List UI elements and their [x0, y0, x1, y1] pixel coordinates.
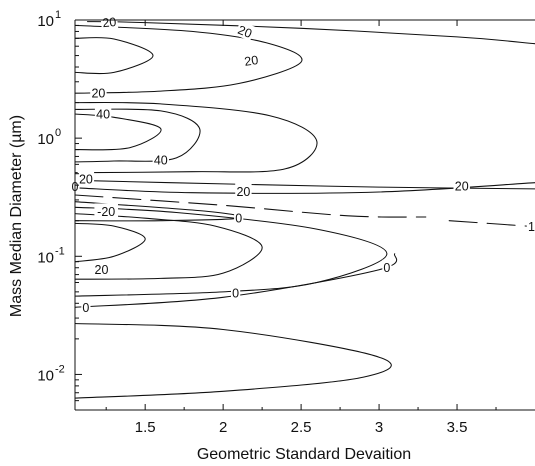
svg-text:0: 0 [232, 286, 239, 300]
contour-label-14: 20 [93, 261, 110, 277]
svg-text:20: 20 [79, 173, 93, 187]
contour-line-6 [75, 101, 318, 174]
contour-line-15 [75, 253, 398, 308]
contour-label-17: 0 [81, 299, 91, 315]
y-tick-label: 10 [37, 367, 54, 384]
contour-label-11: -20 [94, 203, 118, 219]
x-axis-ticks: 1.5 2 2.5 3 3.5 [105, 20, 497, 436]
contour-label-12: 0 [234, 210, 244, 226]
svg-text:20: 20 [243, 53, 259, 69]
y-axis-label: Mass Median Diameter (µm) [8, 115, 25, 317]
contour-line-9 [75, 194, 427, 218]
contour-line-14 [75, 206, 388, 297]
contour-label-6: 40 [152, 152, 169, 168]
contour-line-4 [75, 113, 162, 151]
svg-text:20: 20 [102, 15, 117, 30]
contour-label-4: 20 [90, 85, 107, 101]
svg-text:20: 20 [95, 263, 109, 277]
contour-label-7: 20 [77, 171, 95, 187]
contour-lines [75, 21, 535, 399]
contour-line-13 [75, 213, 263, 280]
contour-label-15: 0 [382, 259, 392, 275]
contour-label-2: 20 [234, 20, 256, 41]
contour-label-5: 40 [94, 106, 112, 122]
contour-line-5 [75, 108, 201, 163]
svg-text:0: 0 [383, 261, 390, 275]
x-tick-label: 3 [375, 419, 383, 436]
contour-line-10 [448, 220, 528, 227]
svg-text:20: 20 [91, 87, 105, 101]
contour-label-1: 20 [100, 13, 119, 30]
contour-line-2 [75, 37, 154, 75]
x-tick-label: 1.5 [135, 419, 156, 436]
plot-frame [74, 19, 535, 411]
x-axis-label: Geometric Standard Devaition [197, 446, 411, 463]
contour-line-1 [86, 21, 535, 45]
contour-label-9: 20 [235, 183, 252, 199]
svg-text:40: 40 [96, 108, 110, 122]
svg-text:40: 40 [154, 154, 168, 168]
svg-text:20: 20 [236, 185, 250, 199]
contour-labels: 2020202040402002020-2001020000 [70, 13, 535, 315]
svg-text:10: 10 [528, 220, 535, 234]
contour-label-16: 0 [231, 284, 241, 300]
y-tick-label: 10 [37, 13, 54, 30]
svg-text:-20: -20 [97, 205, 115, 219]
contour-line-16 [75, 322, 392, 399]
y-tick-exponent: -2 [55, 363, 65, 375]
svg-text:20: 20 [455, 179, 469, 193]
y-tick-label: 10 [37, 131, 54, 148]
svg-text:0: 0 [235, 212, 242, 226]
y-tick-label: 10 [37, 249, 54, 266]
x-tick-label: 3.5 [447, 419, 468, 436]
svg-text:20: 20 [236, 23, 254, 41]
y-tick-exponent: -1 [55, 245, 65, 257]
y-tick-exponent: 0 [55, 127, 61, 139]
contour-label-10: 20 [453, 177, 470, 193]
contour-label-3: 20 [241, 51, 261, 69]
contour-line-12 [75, 222, 146, 263]
x-tick-label: 2.5 [291, 419, 312, 436]
contour-label-13: 10 [526, 218, 535, 234]
contour-line-3 [75, 24, 303, 94]
x-tick-label: 2 [219, 419, 227, 436]
y-tick-exponent: 1 [55, 9, 61, 21]
svg-text:0: 0 [82, 301, 89, 315]
contour-line-7 [75, 182, 535, 194]
